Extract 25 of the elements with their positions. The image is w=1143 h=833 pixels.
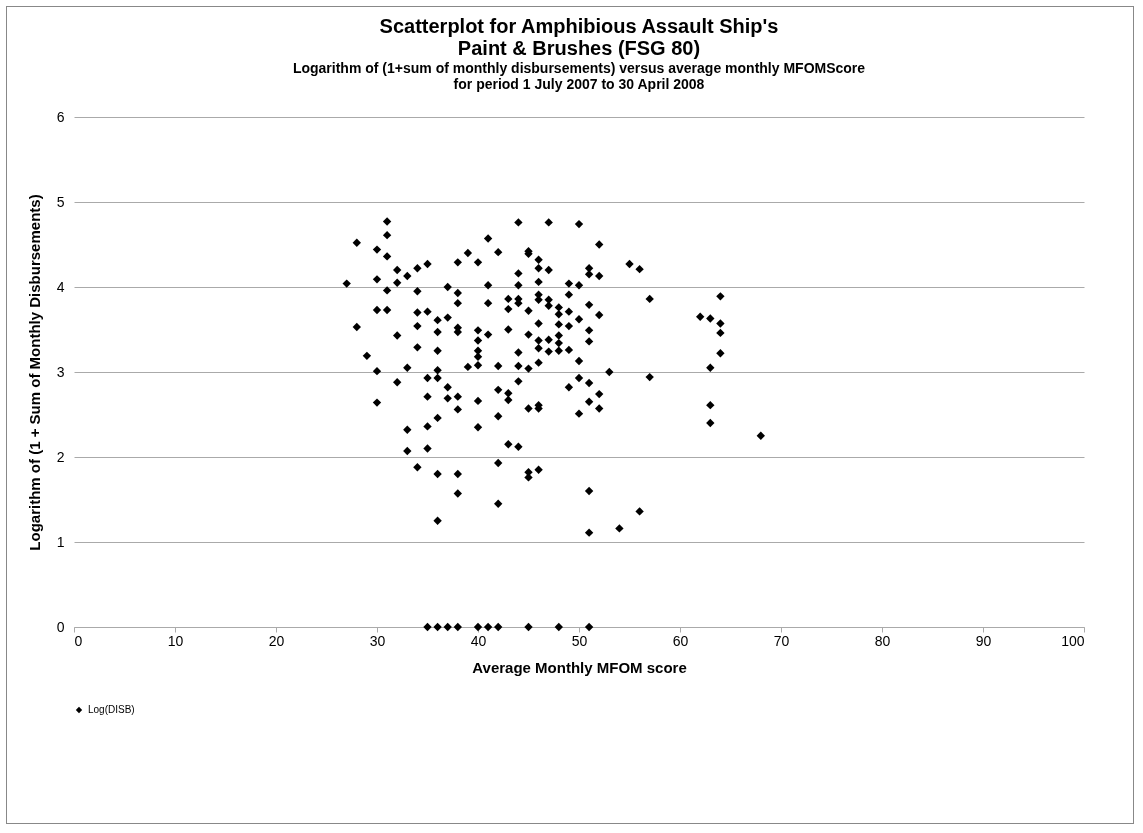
y-tick-label: 0 xyxy=(56,618,65,635)
y-tick-label: 1 xyxy=(56,533,65,550)
x-axis-title: Average Monthly MFOM score xyxy=(472,658,687,676)
x-tick-label: 60 xyxy=(672,632,689,649)
y-tick-label: 4 xyxy=(56,278,65,295)
x-tick-label: 80 xyxy=(874,632,891,649)
x-tick-label: 10 xyxy=(167,632,184,649)
x-tick-label: 20 xyxy=(268,632,285,649)
y-tick-label: 6 xyxy=(56,108,65,125)
y-tick-label: 5 xyxy=(56,193,65,210)
x-tick-label: 0 xyxy=(74,632,83,649)
x-tick-label: 30 xyxy=(369,632,386,649)
x-tick-label: 100 xyxy=(1061,632,1085,649)
y-axis-title: Logarithm of (1 + Sum of Monthly Disbursements) xyxy=(25,194,43,551)
text: Paint & Brushes (FSG 80) xyxy=(457,37,701,59)
x-tick-label: 50 xyxy=(571,632,588,649)
x-tick-label: 90 xyxy=(975,632,992,649)
x-tick-label: 70 xyxy=(773,632,790,649)
text: Logarithm of (1+sum of monthly disbursements) versus average monthly MFOMScore xyxy=(292,60,866,76)
text: for period 1 July 2007 to 30 April 2008 xyxy=(453,76,705,92)
x-tick-label: 40 xyxy=(470,632,487,649)
y-tick-label: 2 xyxy=(56,448,65,465)
y-tick-label: 3 xyxy=(56,363,65,380)
text: Scatterplot for Amphibious Assault Ship's xyxy=(379,15,779,37)
legend-label: Log(DISB) xyxy=(88,704,135,715)
